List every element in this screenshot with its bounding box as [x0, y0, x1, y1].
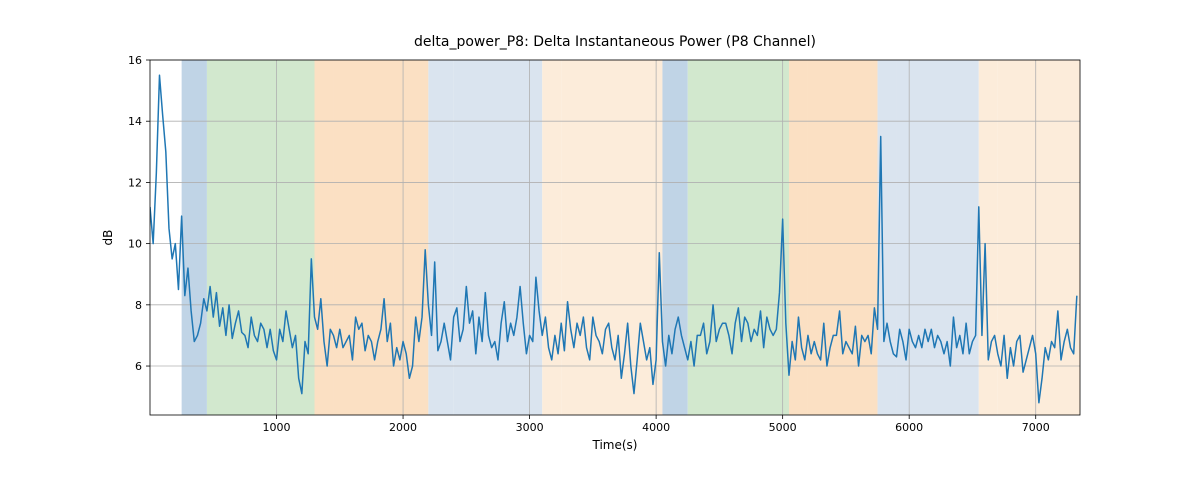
y-axis: 6 8 10 12 14 16 — [128, 54, 150, 373]
svg-text:1000: 1000 — [263, 421, 291, 434]
svg-text:14: 14 — [128, 115, 142, 128]
svg-text:5000: 5000 — [769, 421, 797, 434]
svg-text:7000: 7000 — [1022, 421, 1050, 434]
x-axis: 1000 2000 3000 4000 5000 6000 7000 — [263, 415, 1050, 434]
line-chart: 1000 2000 3000 4000 5000 6000 7000 6 8 10 12 14 16 Ti… — [0, 0, 1200, 500]
chart-svg: 1000 2000 3000 4000 5000 6000 7000 6 8 10 12 14 16 Ti… — [0, 0, 1200, 500]
svg-text:3000: 3000 — [516, 421, 544, 434]
x-axis-label: Time(s) — [592, 438, 638, 452]
svg-text:8: 8 — [135, 299, 142, 312]
svg-text:2000: 2000 — [389, 421, 417, 434]
svg-text:10: 10 — [128, 238, 142, 251]
y-axis-label: dB — [101, 230, 115, 246]
svg-text:6000: 6000 — [895, 421, 923, 434]
svg-text:12: 12 — [128, 176, 142, 189]
chart-title: delta_power_P8: Delta Instantaneous Powe… — [414, 34, 816, 50]
svg-text:6: 6 — [135, 360, 142, 373]
svg-text:4000: 4000 — [642, 421, 670, 434]
svg-text:16: 16 — [128, 54, 142, 67]
